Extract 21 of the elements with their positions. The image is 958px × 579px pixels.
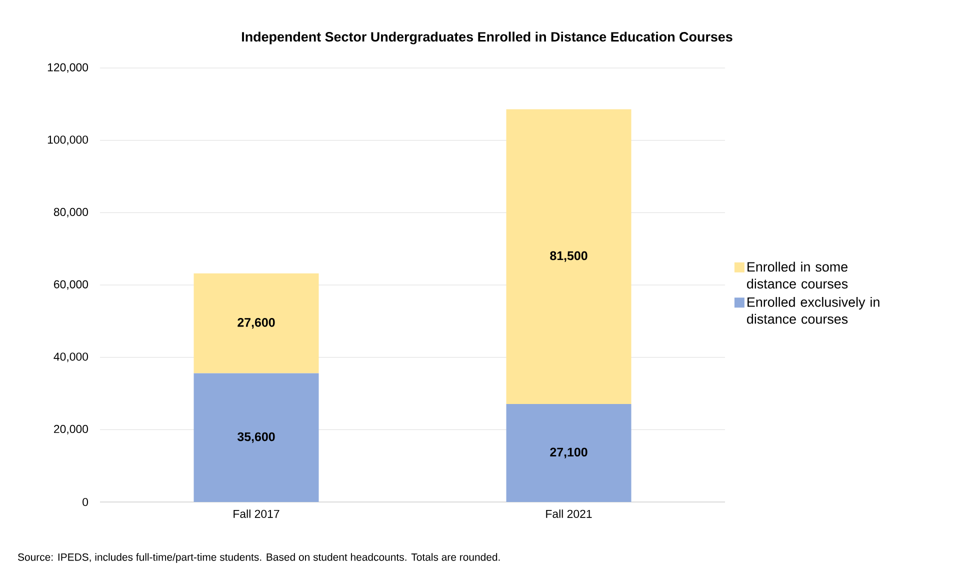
data-label: 27,100: [550, 448, 588, 458]
data-label: 27,600: [238, 318, 275, 329]
x-tick-label: Fall 2017: [234, 510, 280, 518]
y-tick-label: 0: [82, 498, 88, 506]
legend-label: Enrolled in some distance courses: [747, 262, 848, 289]
y-tick-label: 120,000: [48, 63, 88, 73]
data-label: 81,500: [550, 251, 588, 262]
x-tick-label: Fall 2021: [546, 510, 592, 518]
y-tick-label: 80,000: [54, 208, 88, 218]
bar: [506, 404, 632, 502]
source-note: Source: IPEDS, includes full-time/part-time students. Based on student headcounts. Totals are rounded.: [18, 553, 500, 563]
bar: [194, 273, 319, 374]
chart-title: Independent Sector Undergraduates Enrolled in Distance Education Courses: [242, 32, 732, 44]
y-tick-label: 40,000: [54, 352, 88, 362]
y-tick-label: 100,000: [48, 136, 88, 146]
bar: [194, 373, 319, 502]
data-label: 35,600: [237, 432, 275, 443]
y-tick-label: 20,000: [54, 424, 88, 434]
y-tick-label: 60,000: [54, 280, 88, 290]
bar: [506, 109, 632, 404]
legend-label: Enrolled exclusively in distance courses: [747, 296, 880, 324]
